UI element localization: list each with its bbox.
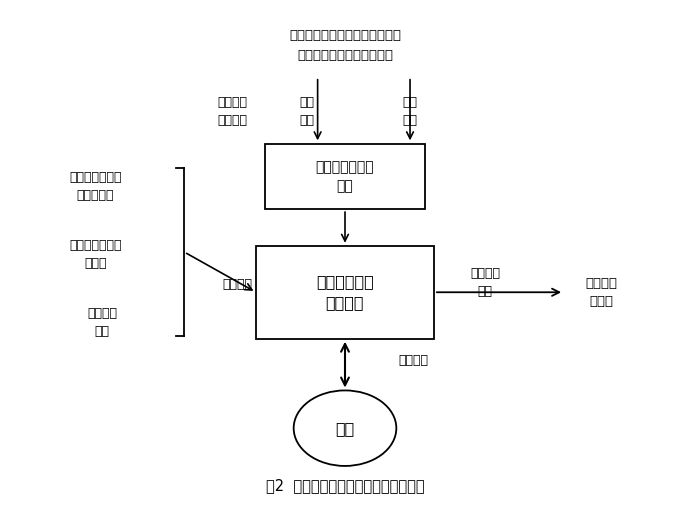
- FancyBboxPatch shape: [256, 246, 434, 339]
- Text: 设计控制
电路: 设计控制 电路: [87, 307, 117, 338]
- Text: 图2  多信息技术融合下的教学内容设计: 图2 多信息技术融合下的教学内容设计: [266, 478, 424, 494]
- Text: 网络平台: 网络平台: [398, 354, 428, 366]
- Text: 编程
软件: 编程 软件: [402, 96, 417, 127]
- Text: 电机的启动、调
速制动过程: 电机的启动、调 速制动过程: [69, 171, 121, 202]
- Circle shape: [294, 390, 396, 466]
- Text: 电机及其零部件、电器元器件、
电子元器件加工工艺与装配: 电机及其零部件、电器元器件、 电子元器件加工工艺与装配: [289, 29, 401, 62]
- Text: 学生: 学生: [335, 420, 355, 436]
- FancyBboxPatch shape: [264, 144, 426, 209]
- Text: 电机结构与原理
控制: 电机结构与原理 控制: [316, 160, 374, 193]
- Text: 思维导图
软件: 思维导图 软件: [471, 267, 500, 298]
- Text: 企业调研
现场取材: 企业调研 现场取材: [217, 96, 247, 127]
- Text: 仿真软件: 仿真软件: [223, 278, 253, 291]
- Text: 三相桥式全波整
流电路: 三相桥式全波整 流电路: [69, 239, 121, 270]
- Text: 系统化知
识体系: 系统化知 识体系: [586, 277, 618, 308]
- Text: 机电传动控制
主要内容: 机电传动控制 主要内容: [316, 274, 374, 310]
- Text: 视频
软件: 视频 软件: [300, 96, 315, 127]
